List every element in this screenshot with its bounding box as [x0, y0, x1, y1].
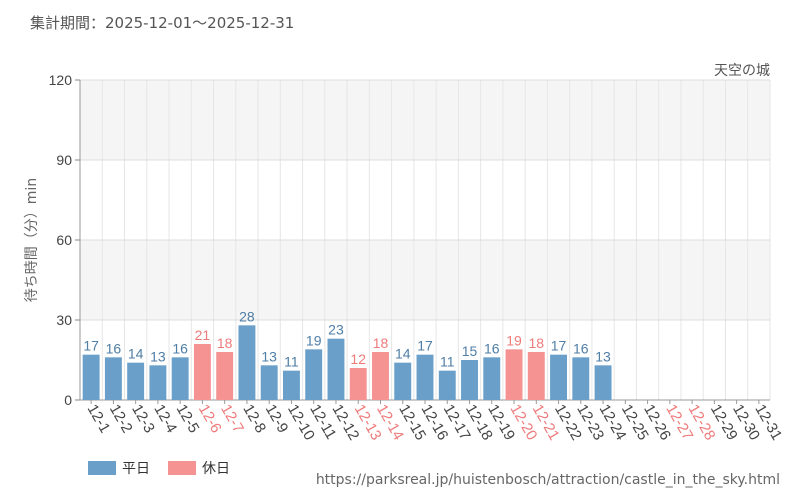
- bar: [483, 357, 501, 400]
- x-tick-label: 12-3: [128, 402, 158, 437]
- y-tick-label: 120: [49, 72, 73, 88]
- bar-value-label: 12: [350, 351, 366, 367]
- bar-value-label: 18: [217, 335, 233, 351]
- bar: [327, 338, 345, 400]
- bar-value-label: 14: [128, 346, 144, 362]
- x-tick-label: 12-5: [173, 402, 203, 437]
- period-text: 集計期間：2025-12-01～2025-12-31: [30, 14, 295, 32]
- bar-value-label: 11: [284, 354, 299, 370]
- bar: [216, 352, 234, 400]
- bar-value-label: 16: [106, 340, 122, 356]
- bar: [372, 352, 389, 400]
- bar-value-label: 16: [172, 340, 188, 356]
- legend-swatch-holiday: [168, 461, 196, 475]
- legend: 平日 休日: [88, 458, 230, 478]
- bar-value-label: 17: [83, 338, 99, 354]
- plot-band: [80, 80, 770, 160]
- x-tick-label: 12-7: [217, 402, 247, 437]
- bar: [550, 354, 568, 400]
- x-tick-label: 12-8: [239, 402, 269, 437]
- bar: [394, 362, 412, 400]
- bar-value-label: 13: [261, 348, 277, 364]
- bar: [282, 370, 300, 400]
- legend-swatch-weekday: [88, 461, 116, 475]
- bar: [104, 357, 122, 400]
- legend-item-weekday: 平日: [88, 458, 150, 478]
- legend-label-weekday: 平日: [122, 461, 150, 477]
- bar: [149, 365, 167, 400]
- bar-value-label: 23: [328, 322, 344, 338]
- y-axis-label: 待ち時間（分）min: [24, 178, 40, 302]
- bar: [349, 368, 367, 400]
- bar: [438, 370, 456, 400]
- bar-value-label: 17: [551, 338, 567, 354]
- bar-value-label: 17: [417, 338, 433, 354]
- source-url: https://parksreal.jp/huistenbosch/attrac…: [315, 472, 780, 488]
- bar-value-label: 28: [239, 308, 255, 324]
- x-tick-label: 12-4: [150, 402, 180, 437]
- bar: [305, 349, 323, 400]
- bar: [572, 357, 590, 400]
- bar-value-label: 13: [595, 348, 611, 364]
- y-tick-label: 30: [56, 312, 72, 328]
- bar-value-label: 18: [373, 335, 389, 351]
- bar-value-label: 11: [440, 354, 455, 370]
- legend-label-holiday: 休日: [202, 461, 230, 477]
- bar: [461, 360, 478, 400]
- bar: [238, 325, 256, 400]
- bar: [505, 349, 523, 400]
- bar-value-label: 16: [484, 340, 500, 356]
- x-tick-label: 12-9: [262, 402, 292, 437]
- bar: [193, 344, 211, 400]
- bar: [127, 362, 145, 400]
- bar-value-label: 19: [506, 332, 522, 348]
- bar-value-label: 14: [395, 346, 411, 362]
- plot-band: [80, 160, 770, 240]
- legend-item-holiday: 休日: [168, 458, 230, 478]
- bar-value-label: 16: [573, 340, 589, 356]
- bar: [416, 354, 434, 400]
- bar: [171, 357, 189, 400]
- plot-band: [80, 240, 770, 320]
- bar-value-label: 21: [195, 327, 211, 343]
- x-tick-label: 12-1: [84, 402, 114, 437]
- bar-value-label: 18: [529, 335, 545, 351]
- x-tick-label: 12-2: [106, 402, 136, 437]
- attraction-name: 天空の城: [714, 63, 770, 79]
- bar-value-label: 15: [462, 343, 478, 359]
- bar: [594, 365, 612, 400]
- y-tick-label: 90: [56, 152, 72, 168]
- bar-value-label: 13: [150, 348, 166, 364]
- bar-value-label: 19: [306, 332, 322, 348]
- x-tick-label: 12-6: [195, 402, 225, 437]
- bar: [260, 365, 278, 400]
- bar: [527, 352, 545, 400]
- y-tick-label: 60: [56, 232, 72, 248]
- bar: [82, 354, 100, 400]
- y-tick-label: 0: [64, 392, 72, 408]
